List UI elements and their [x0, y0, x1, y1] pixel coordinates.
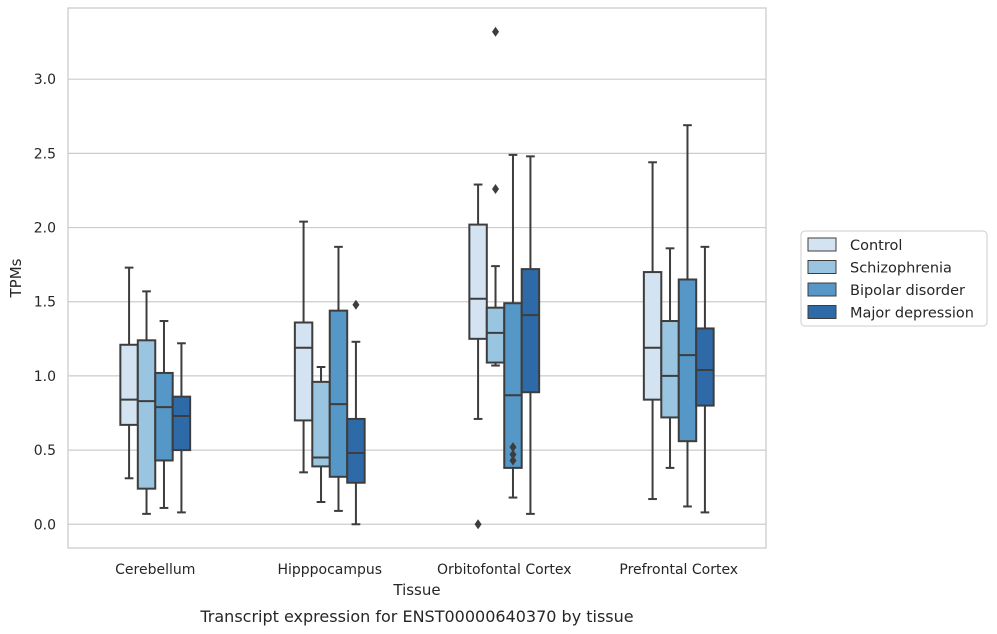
box-group [642, 124, 715, 514]
box [677, 278, 698, 443]
box [311, 380, 331, 468]
box [642, 271, 663, 401]
y-axis-label: TPMs [7, 258, 25, 298]
box [660, 320, 680, 419]
outlier-point [509, 455, 517, 466]
outlier-point [492, 26, 500, 37]
box [171, 395, 192, 452]
box [695, 327, 715, 407]
y-tick-label: 2.5 [34, 146, 56, 162]
legend-swatch [807, 260, 837, 274]
box [154, 371, 174, 462]
box-group [468, 26, 541, 530]
box [485, 306, 506, 364]
outlier-point [352, 299, 360, 310]
legend: Control Schizophrenia Bipolar disorder Majo… [800, 230, 988, 327]
legend-label: Bipolar disorder [850, 283, 965, 299]
outlier-point [492, 183, 500, 194]
legend-label: Schizophrenia [850, 261, 952, 277]
box-group [293, 220, 366, 526]
y-tick-label: 1.5 [34, 295, 56, 311]
box-groups [119, 26, 715, 530]
x-tick-label: Orbitofontal Cortex [437, 562, 572, 578]
box [468, 223, 488, 340]
x-tick-label: Prefrontal Cortex [619, 562, 738, 578]
box [520, 268, 541, 394]
outlier-point [474, 519, 482, 530]
box [293, 321, 314, 422]
legend-label: Major depression [850, 306, 974, 322]
box [328, 309, 349, 478]
box-group [119, 266, 192, 515]
y-tick-label: 0.0 [34, 517, 56, 533]
outlier-point [509, 449, 517, 460]
y-tick-label: 0.5 [34, 443, 56, 459]
legend-frame [800, 230, 988, 327]
x-axis-label: Tissue [392, 581, 440, 599]
y-tick-label: 3.0 [34, 72, 56, 88]
plot-frame [67, 7, 767, 549]
chart-caption: Transcript expression for ENST0000064037… [199, 607, 633, 626]
legend-label: Control [850, 238, 902, 254]
box [136, 339, 157, 490]
legend-swatch [807, 237, 837, 252]
outlier-point [509, 442, 517, 453]
box [119, 343, 139, 426]
x-tick-label: Cerebellum [115, 562, 195, 578]
y-tick-label: 1.0 [34, 369, 56, 385]
box [346, 417, 366, 484]
legend-swatch [807, 305, 837, 319]
legend-swatch [807, 282, 837, 297]
x-tick-labels: Cerebellum Hipppocampus Orbitofontal Corte… [115, 562, 738, 578]
y-tick-label: 2.0 [34, 221, 56, 237]
y-tick-labels: 0.0 0.5 1.0 1.5 2.0 2.5 3.0 [34, 72, 56, 533]
x-tick-label: Hipppocampus [277, 562, 382, 578]
